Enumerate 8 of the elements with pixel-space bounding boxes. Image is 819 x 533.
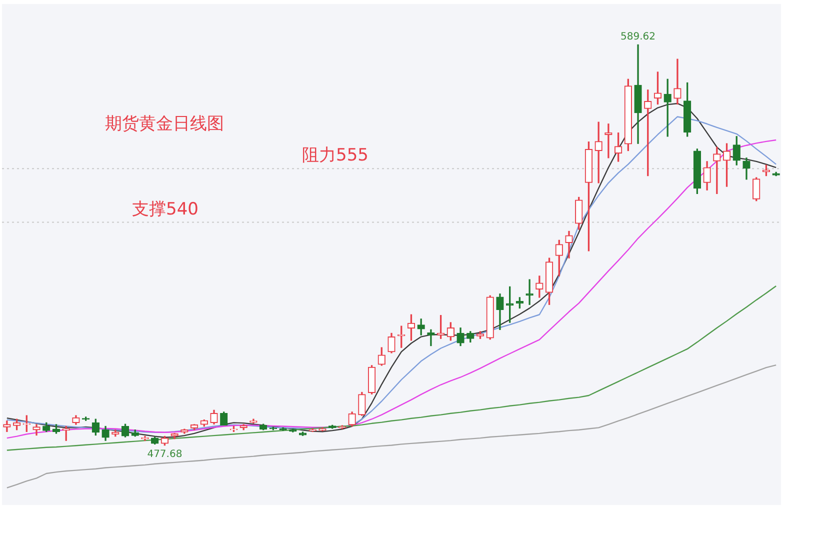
annotation: 477.68 [147, 448, 182, 460]
text: 期货黄金日线图 [105, 114, 224, 134]
annotation: 589.62 [620, 31, 656, 42]
candlestick [427, 329, 435, 346]
ref-line-label: 阻力555 [302, 146, 368, 166]
candlestick [674, 58, 682, 105]
ref-line-label: 支撑540 [132, 199, 198, 220]
candlestick [594, 122, 602, 184]
